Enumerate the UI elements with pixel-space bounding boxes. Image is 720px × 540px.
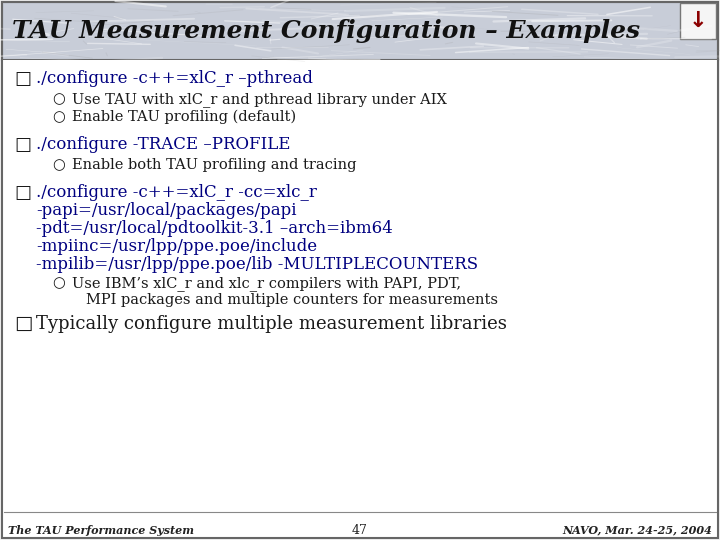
Text: Use IBM’s xlC_r and xlc_r compilers with PAPI, PDT,: Use IBM’s xlC_r and xlc_r compilers with… — [72, 276, 461, 291]
Text: ./configure -TRACE –PROFILE: ./configure -TRACE –PROFILE — [36, 136, 290, 153]
Text: ○: ○ — [52, 92, 65, 106]
Text: ./configure -c++=xlC_r -cc=xlc_r: ./configure -c++=xlC_r -cc=xlc_r — [36, 184, 317, 201]
Text: □: □ — [14, 70, 31, 88]
Text: -mpiinc=/usr/lpp/ppe.poe/include: -mpiinc=/usr/lpp/ppe.poe/include — [36, 238, 317, 255]
FancyBboxPatch shape — [2, 60, 718, 538]
Text: -mpilib=/usr/lpp/ppe.poe/lib -MULTIPLECOUNTERS: -mpilib=/usr/lpp/ppe.poe/lib -MULTIPLECO… — [36, 256, 478, 273]
Text: Enable both TAU profiling and tracing: Enable both TAU profiling and tracing — [72, 158, 356, 172]
Text: Typically configure multiple measurement libraries: Typically configure multiple measurement… — [36, 315, 507, 333]
Text: □: □ — [14, 136, 31, 154]
Text: □: □ — [14, 184, 31, 202]
Text: ○: ○ — [52, 110, 65, 124]
Text: ○: ○ — [52, 158, 65, 172]
Text: -pdt=/usr/local/pdtoolkit-3.1 –arch=ibm64: -pdt=/usr/local/pdtoolkit-3.1 –arch=ibm6… — [36, 220, 392, 237]
Text: Use TAU with xlC_r and pthread library under AIX: Use TAU with xlC_r and pthread library u… — [72, 92, 447, 107]
FancyBboxPatch shape — [680, 3, 716, 39]
Text: -papi=/usr/local/packages/papi: -papi=/usr/local/packages/papi — [36, 202, 297, 219]
Text: MPI packages and multiple counters for measurements: MPI packages and multiple counters for m… — [86, 293, 498, 307]
Text: ○: ○ — [52, 276, 65, 290]
Text: □: □ — [14, 315, 32, 333]
Text: ./configure -c++=xlC_r –pthread: ./configure -c++=xlC_r –pthread — [36, 70, 313, 87]
Text: NAVO, Mar. 24-25, 2004: NAVO, Mar. 24-25, 2004 — [562, 524, 712, 536]
Text: 47: 47 — [352, 523, 368, 537]
Text: Enable TAU profiling (default): Enable TAU profiling (default) — [72, 110, 296, 124]
FancyBboxPatch shape — [2, 2, 718, 60]
Text: TAU Measurement Configuration – Examples: TAU Measurement Configuration – Examples — [12, 19, 640, 43]
Text: ↓: ↓ — [689, 11, 707, 31]
Text: The TAU Performance System: The TAU Performance System — [8, 524, 194, 536]
